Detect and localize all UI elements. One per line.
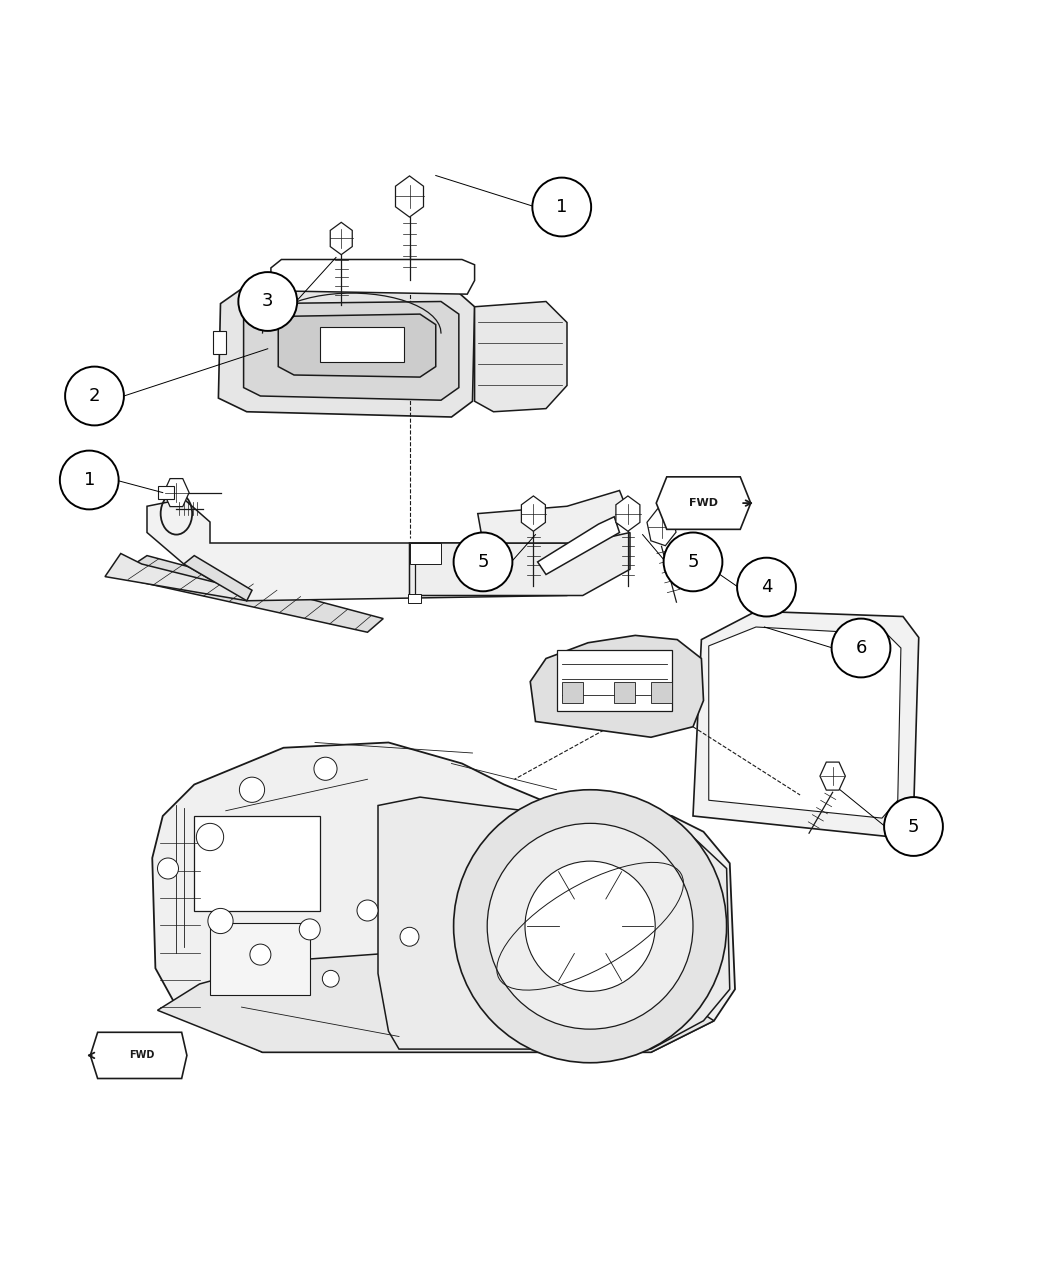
Circle shape <box>196 824 224 850</box>
Circle shape <box>239 778 265 802</box>
Circle shape <box>664 533 722 592</box>
Circle shape <box>357 900 378 921</box>
Polygon shape <box>152 742 735 1052</box>
Circle shape <box>314 757 337 780</box>
Bar <box>320 326 404 362</box>
Bar <box>213 332 226 354</box>
Bar <box>410 543 441 564</box>
Circle shape <box>884 797 943 856</box>
Circle shape <box>454 533 512 592</box>
Text: 5: 5 <box>908 817 919 835</box>
Polygon shape <box>116 556 383 632</box>
Text: FWD: FWD <box>689 499 718 509</box>
Bar <box>562 682 583 703</box>
Polygon shape <box>709 627 901 819</box>
Polygon shape <box>475 301 567 412</box>
Circle shape <box>532 177 591 236</box>
Bar <box>651 682 672 703</box>
Polygon shape <box>410 533 630 595</box>
Bar <box>194 816 320 910</box>
Text: FWD: FWD <box>129 1051 154 1061</box>
Polygon shape <box>105 553 247 601</box>
Text: 1: 1 <box>84 470 94 490</box>
Circle shape <box>158 858 179 878</box>
Polygon shape <box>158 952 714 1052</box>
Bar <box>556 650 672 711</box>
Polygon shape <box>693 611 919 836</box>
Polygon shape <box>218 289 475 417</box>
Polygon shape <box>478 558 496 575</box>
Polygon shape <box>378 797 730 1049</box>
Text: 3: 3 <box>262 292 273 311</box>
Circle shape <box>487 824 693 1029</box>
Circle shape <box>454 789 727 1063</box>
Circle shape <box>299 919 320 940</box>
Bar <box>210 923 310 995</box>
Polygon shape <box>278 314 436 377</box>
Circle shape <box>238 272 297 332</box>
Text: 4: 4 <box>761 578 772 597</box>
Text: 1: 1 <box>556 198 567 215</box>
Circle shape <box>250 944 271 965</box>
Circle shape <box>60 450 119 510</box>
Polygon shape <box>616 496 639 532</box>
Polygon shape <box>522 496 545 532</box>
Bar <box>408 594 421 603</box>
Bar <box>158 486 174 499</box>
Polygon shape <box>164 478 189 506</box>
Bar <box>614 682 635 703</box>
Circle shape <box>65 367 124 426</box>
Polygon shape <box>331 222 352 255</box>
Circle shape <box>832 618 890 677</box>
Polygon shape <box>530 635 704 737</box>
Polygon shape <box>90 1033 187 1079</box>
Polygon shape <box>538 516 620 575</box>
Polygon shape <box>184 556 252 601</box>
Text: 2: 2 <box>89 388 100 405</box>
Polygon shape <box>647 509 676 546</box>
Polygon shape <box>244 301 459 400</box>
Text: 5: 5 <box>478 553 488 571</box>
Polygon shape <box>478 491 630 543</box>
Circle shape <box>322 970 339 987</box>
Polygon shape <box>396 176 423 217</box>
Circle shape <box>208 908 233 933</box>
Text: 6: 6 <box>856 639 866 657</box>
Polygon shape <box>820 762 845 790</box>
Polygon shape <box>271 260 475 295</box>
Polygon shape <box>656 477 751 529</box>
Circle shape <box>525 861 655 992</box>
Circle shape <box>737 557 796 617</box>
Text: 5: 5 <box>688 553 698 571</box>
Polygon shape <box>147 499 583 601</box>
Circle shape <box>400 927 419 946</box>
